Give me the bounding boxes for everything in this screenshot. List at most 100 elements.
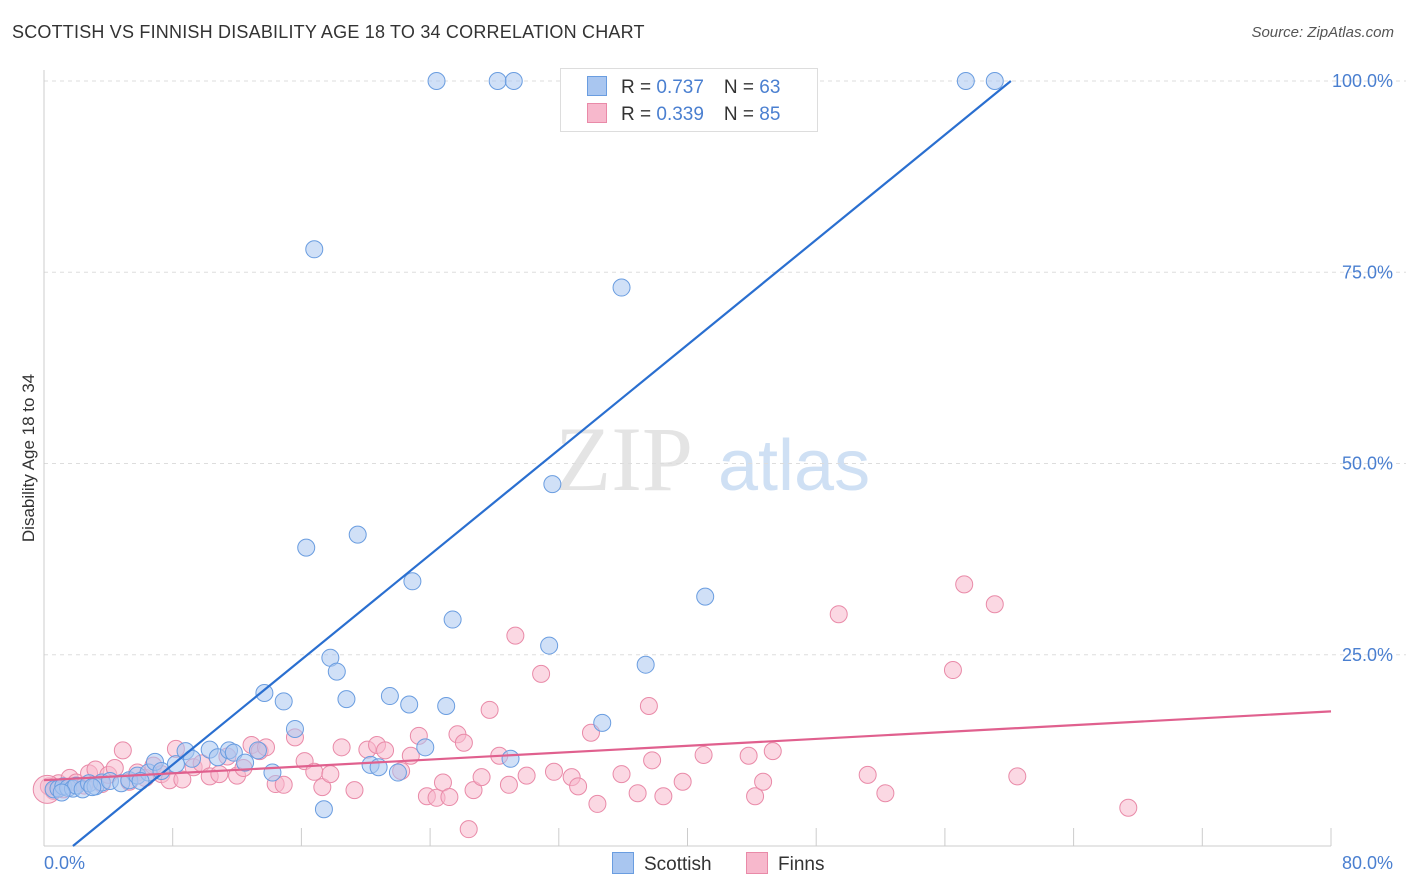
finns-point xyxy=(173,770,192,789)
finns-point xyxy=(628,784,647,803)
chart-title: SCOTTISH VS FINNISH DISABILITY AGE 18 TO… xyxy=(12,22,645,42)
finns-point xyxy=(1119,798,1138,817)
finns-point xyxy=(459,820,478,839)
finns-point xyxy=(440,788,459,807)
scottish-legend-swatch xyxy=(612,852,634,874)
finns-point xyxy=(464,781,483,800)
scottish-point xyxy=(985,72,1004,90)
watermark-atlas: atlas xyxy=(718,426,870,506)
scottish-point xyxy=(488,72,507,90)
scottish-point xyxy=(337,690,356,709)
finns-point xyxy=(581,723,600,742)
finns-point xyxy=(739,746,758,765)
scottish-point xyxy=(543,475,562,494)
finns-point xyxy=(858,765,877,784)
x-tick-label-min: 0.0% xyxy=(44,853,85,873)
finns-point xyxy=(472,768,491,787)
y-tick-label: 75.0% xyxy=(1342,262,1393,282)
scottish-trendline xyxy=(72,80,1012,847)
scottish-point xyxy=(416,738,435,757)
legend-row-scottish: R = 0.737 N = 63 xyxy=(587,76,780,100)
finns-point xyxy=(274,775,293,794)
scottish-legend-label: Scottish xyxy=(644,854,712,875)
finns-point xyxy=(588,794,607,813)
gridlines xyxy=(44,80,1406,656)
scottish-point xyxy=(305,240,324,259)
y-axis-label: Disability Age 18 to 34 xyxy=(19,374,38,542)
finns-point xyxy=(313,778,332,797)
scottish-point xyxy=(400,695,419,714)
legend-n-label: N = xyxy=(723,77,760,98)
bottom-legend-finns: Finns xyxy=(746,852,824,876)
finns-point xyxy=(345,781,364,800)
watermark: ZIP atlas xyxy=(555,408,870,510)
finns-legend-swatch xyxy=(746,852,768,874)
finns-point xyxy=(985,595,1004,614)
trendlines xyxy=(43,80,1332,847)
legend-n-label: N = xyxy=(723,104,760,125)
scottish-swatch xyxy=(587,76,607,96)
finns-r-value: 0.339 xyxy=(656,104,704,125)
scottish-point xyxy=(274,692,293,711)
finns-trendline xyxy=(43,710,1332,782)
legend-row-finns: R = 0.339 N = 85 xyxy=(587,103,780,127)
finns-point xyxy=(654,787,673,806)
finns-point xyxy=(517,766,536,785)
finns-point xyxy=(673,772,692,791)
finns-point xyxy=(754,772,773,791)
legend-r-label: R = xyxy=(621,104,657,125)
y-tick-label: 25.0% xyxy=(1342,645,1393,665)
finns-point xyxy=(943,661,962,680)
finns-series xyxy=(32,575,1138,839)
scottish-point xyxy=(504,72,523,90)
scottish-n-value: 63 xyxy=(759,77,781,98)
scottish-point xyxy=(593,713,612,732)
finns-point xyxy=(113,741,132,760)
scottish-point xyxy=(696,587,715,606)
scottish-point xyxy=(255,684,274,702)
finns-legend-label: Finns xyxy=(778,854,825,875)
finns-point xyxy=(1008,767,1027,786)
finns-point xyxy=(321,765,340,784)
finns-point xyxy=(569,777,588,796)
finns-point xyxy=(376,741,395,760)
finns-swatch xyxy=(587,103,607,123)
scottish-point xyxy=(437,697,456,716)
finns-point xyxy=(544,762,563,781)
finns-point xyxy=(876,784,895,803)
finns-point xyxy=(694,745,713,764)
scottish-point xyxy=(443,610,462,629)
scottish-point xyxy=(327,662,346,681)
scottish-point xyxy=(248,741,267,760)
finns-point xyxy=(506,626,525,645)
scottish-point xyxy=(224,743,243,762)
scottish-point xyxy=(540,636,559,655)
y-tick-label: 100.0% xyxy=(1332,71,1393,91)
finns-point xyxy=(332,738,351,757)
scottish-r-value: 0.737 xyxy=(656,77,704,98)
axis-labels: 25.0% 50.0% 75.0% 100.0% 0.0% 80.0% Disability… xyxy=(19,71,1393,873)
scottish-point xyxy=(380,687,399,706)
finns-point xyxy=(829,605,848,624)
source-label: Source: ZipAtlas.com xyxy=(1251,24,1394,41)
scottish-point xyxy=(83,778,102,797)
scottish-point xyxy=(636,655,655,674)
scottish-point xyxy=(348,525,367,544)
finns-point xyxy=(210,765,229,784)
finns-point xyxy=(763,742,782,761)
scottish-point xyxy=(388,763,407,782)
scottish-point xyxy=(236,753,255,772)
legend-r-label: R = xyxy=(621,77,657,98)
finns-point xyxy=(643,751,662,770)
finns-point xyxy=(955,575,974,594)
scottish-point xyxy=(285,719,304,738)
axes xyxy=(43,70,1332,847)
scottish-point xyxy=(52,783,71,802)
scottish-point xyxy=(501,749,520,768)
finns-point xyxy=(639,697,658,716)
scottish-point xyxy=(427,72,446,90)
finns-point xyxy=(532,664,551,683)
y-tick-label: 50.0% xyxy=(1342,454,1393,474)
watermark-zip: ZIP xyxy=(555,408,693,510)
